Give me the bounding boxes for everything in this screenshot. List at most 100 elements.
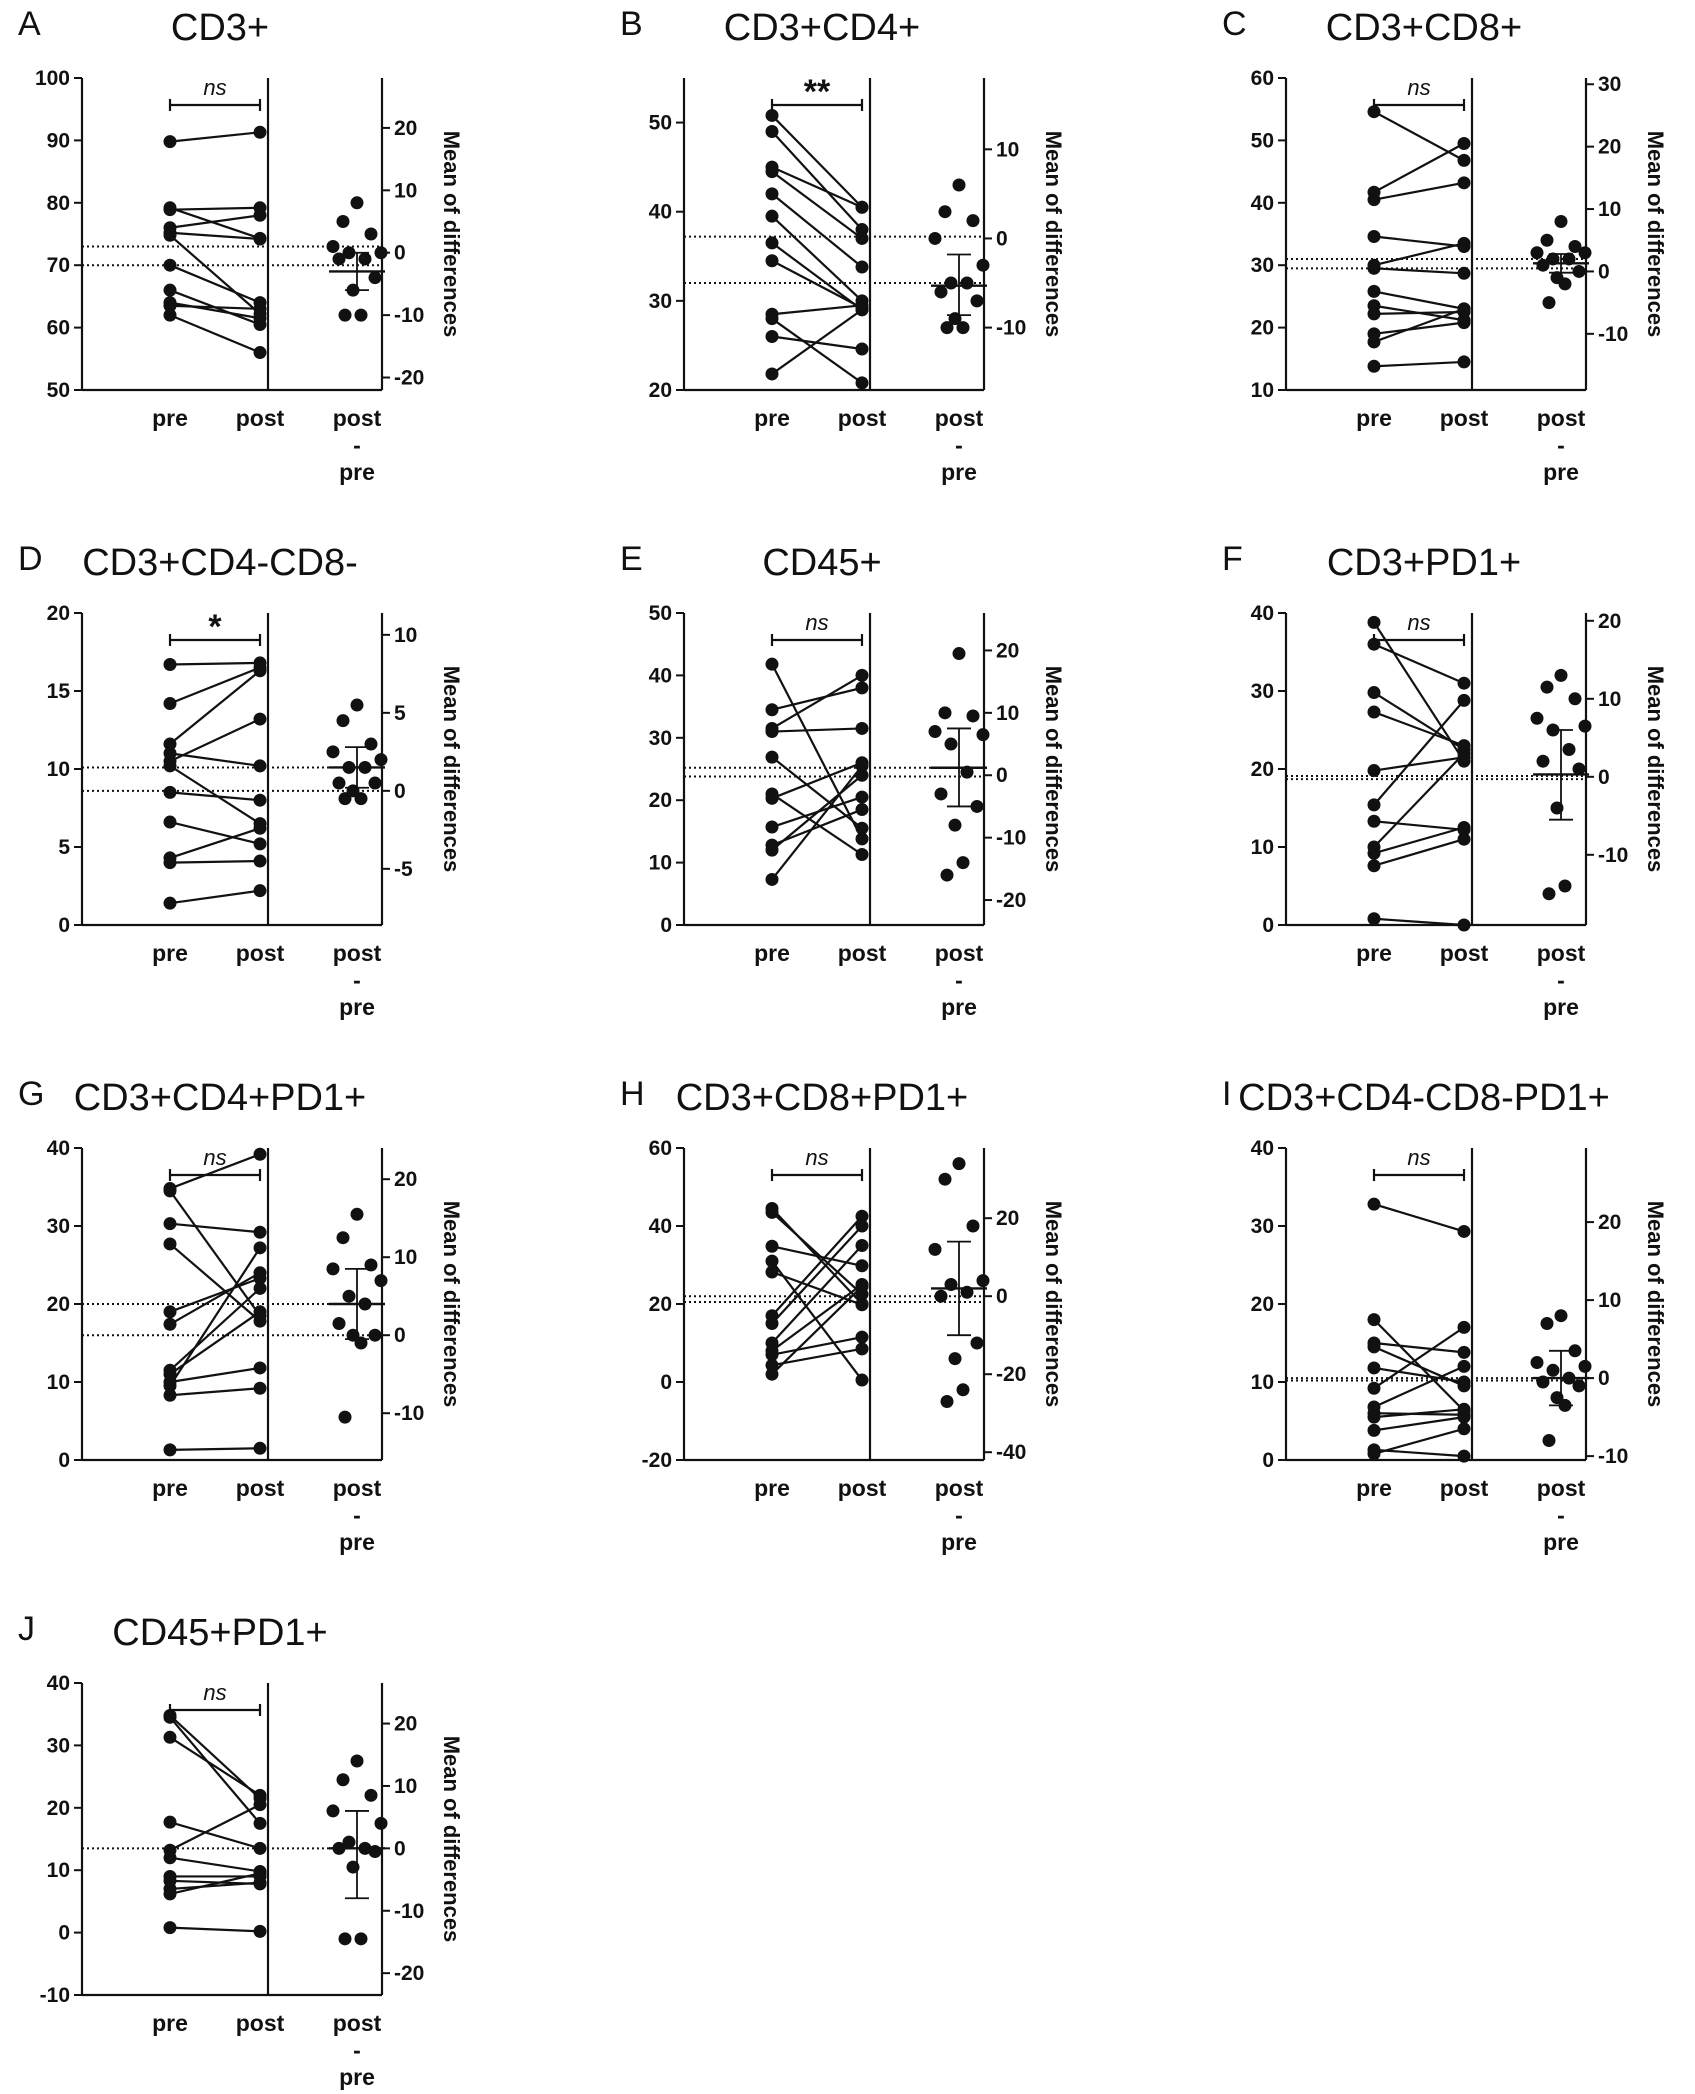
chart-panel-I: I CD3+CD4-CD8-PD1+ 0 10 20 30 40 -10 0 10 20 Mean o…	[1222, 1075, 1668, 1555]
post-point	[253, 346, 267, 360]
paired-line	[1373, 1341, 1465, 1354]
difference-point	[1542, 887, 1556, 901]
significance-label: ns	[805, 1145, 828, 1170]
left-tick-label: 20	[649, 789, 672, 812]
panel-letter: F	[1222, 540, 1243, 578]
significance-label: ns	[1407, 75, 1430, 100]
paired-line	[169, 1821, 261, 1850]
right-tick-label: 0	[394, 242, 406, 265]
paired-line	[1373, 1365, 1465, 1408]
chart-panel-J: J CD45+PD1+ -10 0 10 20 30 40 -20 -10 0 10 20 Mean of…	[18, 1610, 464, 2090]
right-axis-title: Mean of differences	[1643, 1201, 1668, 1408]
left-tick-label: -20	[642, 1449, 672, 1472]
right-tick-label: 10	[394, 1246, 417, 1269]
paired-line	[1373, 307, 1465, 343]
pre-point	[1367, 335, 1381, 349]
paired-line	[771, 808, 863, 847]
paired-line	[1373, 752, 1465, 848]
paired-line	[771, 170, 863, 240]
pre-point	[765, 254, 779, 268]
difference-point	[940, 1395, 954, 1408]
category-label-difference: post	[1537, 940, 1586, 966]
panel-title: CD3+CD4+PD1+	[74, 1077, 367, 1119]
pre-point	[163, 1217, 177, 1231]
paired-line	[1373, 1203, 1465, 1233]
right-tick-label: 20	[996, 1207, 1019, 1230]
left-tick-label: 40	[1251, 602, 1274, 625]
paired-line	[1373, 321, 1465, 335]
post-point	[855, 303, 869, 317]
difference-point	[952, 1157, 966, 1171]
chart-panel-G: G CD3+CD4+PD1+ 0 10 20 30 40 -10 0 10 20 Mean of di…	[18, 1075, 464, 1555]
difference-point	[934, 787, 948, 801]
category-label-post: post	[236, 405, 285, 431]
difference-point	[1542, 296, 1556, 310]
post-point	[1457, 746, 1471, 760]
paired-line	[771, 114, 863, 209]
right-tick-label: 30	[1598, 73, 1621, 96]
pre-point	[163, 1921, 177, 1935]
difference-point	[1542, 1434, 1556, 1447]
post-point	[1457, 1320, 1471, 1334]
right-tick-label: 20	[394, 1168, 417, 1191]
paired-line	[169, 752, 261, 767]
difference-point	[354, 308, 368, 322]
paired-line	[771, 761, 863, 800]
category-label-difference: post	[333, 2010, 382, 2036]
post-point	[253, 208, 267, 222]
paired-line	[169, 214, 261, 229]
paired-line	[1373, 1366, 1465, 1384]
right-tick-label: 10	[394, 1775, 417, 1798]
pre-point	[765, 703, 779, 717]
post-point	[855, 1342, 869, 1356]
paired-line	[771, 259, 863, 309]
paired-line	[169, 301, 261, 320]
right-tick-label: -20	[996, 1363, 1026, 1386]
difference-point	[976, 258, 990, 272]
category-label-difference: -	[955, 432, 963, 458]
post-point	[1457, 316, 1471, 330]
paired-line	[1373, 181, 1465, 201]
category-label-pre: pre	[152, 2010, 188, 2036]
paired-line	[1373, 1448, 1465, 1458]
post-point	[1457, 137, 1471, 151]
pre-point	[163, 258, 177, 272]
difference-point	[336, 215, 350, 229]
category-label-difference: -	[955, 1502, 963, 1528]
panel-title: CD3+CD4-CD8-PD1+	[1238, 1077, 1610, 1119]
pre-point	[1367, 1410, 1381, 1424]
paired-line	[169, 820, 261, 845]
difference-point	[956, 856, 970, 870]
category-label-pre: pre	[1356, 405, 1392, 431]
left-tick-label: 40	[649, 201, 672, 224]
panel-title: CD3+PD1+	[1327, 542, 1521, 584]
right-tick-label: 0	[996, 1285, 1008, 1308]
category-label-difference: pre	[941, 459, 977, 485]
pre-point	[765, 820, 779, 834]
paired-line	[169, 231, 261, 241]
paired-line	[169, 1190, 261, 1317]
post-point	[1457, 153, 1471, 167]
paired-line	[1373, 1408, 1465, 1419]
post-point	[855, 1279, 869, 1293]
left-tick-label: 0	[1262, 914, 1274, 937]
category-label-difference: pre	[339, 2064, 375, 2090]
paired-line	[1373, 711, 1465, 747]
left-tick-label: 0	[660, 914, 672, 937]
right-tick-label: 0	[1598, 1367, 1610, 1390]
paired-line	[169, 304, 261, 310]
difference-point	[338, 1410, 352, 1424]
post-point	[855, 200, 869, 214]
right-tick-label: 10	[394, 624, 417, 647]
pre-point	[1367, 764, 1381, 778]
chart-panel-E: E CD45+ 0 10 20 30 40 50 -20 -10 0 10 20 Mean of diff…	[620, 540, 1066, 1020]
left-tick-label: 40	[1251, 1137, 1274, 1160]
right-tick-label: -10	[1598, 323, 1628, 346]
post-point	[1457, 918, 1471, 932]
difference-point	[938, 706, 952, 720]
paired-line	[771, 1285, 863, 1375]
pre-point	[163, 1388, 177, 1402]
category-label-difference: -	[353, 967, 361, 993]
difference-point	[970, 799, 984, 813]
difference-point	[944, 737, 958, 751]
